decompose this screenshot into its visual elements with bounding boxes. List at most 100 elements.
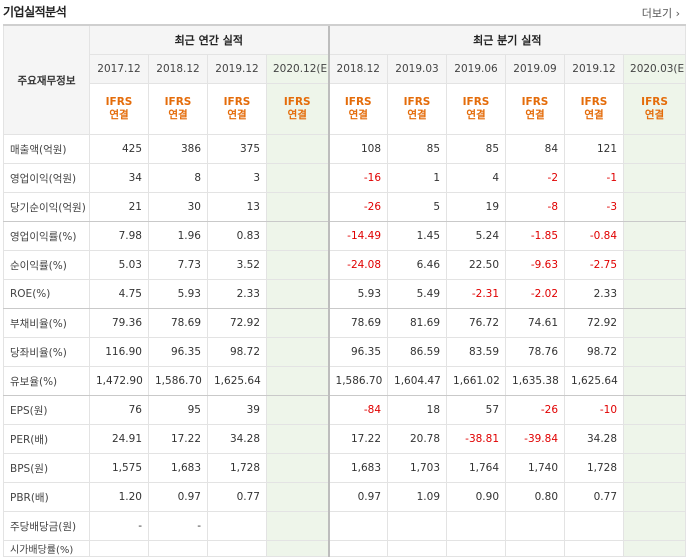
period-header: 2020.12(E) <box>265 54 330 84</box>
ifrs-label: IFRS <box>580 96 608 108</box>
annual-value-cell: 34 <box>89 163 149 193</box>
annual-value-cell: 7.98 <box>89 221 149 251</box>
annual-value-cell: 72.92 <box>207 308 267 338</box>
quarter-value-cell: -2.02 <box>505 279 566 309</box>
table-row: 당좌비율(%) 116.90 96.35 98.72 96.35 86.59 83.59 78… <box>3 337 687 367</box>
row-label: 부채비율(%) <box>3 308 90 338</box>
quarter-value-cell: 96.35 <box>327 337 389 367</box>
quarter-value-cell: 1,703 <box>387 453 448 483</box>
annual-value-cell <box>265 511 330 541</box>
annual-value-cell: 3 <box>207 163 267 193</box>
annual-value-cell <box>265 192 330 222</box>
consolidated-label: 연결 <box>584 109 604 121</box>
annual-value-cell: 8 <box>148 163 208 193</box>
row-label: 시가배당률(%) <box>3 540 90 557</box>
quarter-value-cell: -10 <box>564 395 625 425</box>
quarter-value-cell: -16 <box>327 163 389 193</box>
ifrs-basis-cell: IFRS 연결 <box>505 83 566 135</box>
annual-value-cell: 7.73 <box>148 250 208 280</box>
quarter-value-cell: 78.69 <box>327 308 389 338</box>
quarter-value-cell: 5.49 <box>387 279 448 309</box>
quarter-value-cell <box>623 511 687 541</box>
quarter-value-cell: 83.59 <box>446 337 507 367</box>
quarter-value-cell <box>623 308 687 338</box>
consolidated-label: 연결 <box>227 109 247 121</box>
annual-value-cell: 425 <box>89 134 149 164</box>
ifrs-basis-cell: IFRS 연결 <box>265 83 330 135</box>
quarter-value-cell <box>623 134 687 164</box>
annual-value-cell: 375 <box>207 134 267 164</box>
annual-value-cell: 95 <box>148 395 208 425</box>
quarter-value-cell: 1,604.47 <box>387 366 448 396</box>
quarter-value-cell <box>564 540 625 557</box>
annual-value-cell: 0.77 <box>207 482 267 512</box>
row-label: EPS(원) <box>3 395 90 425</box>
period-header: 2019.09 <box>505 54 566 84</box>
row-label: 영업이익(억원) <box>3 163 90 193</box>
annual-value-cell: 76 <box>89 395 149 425</box>
quarter-value-cell <box>623 163 687 193</box>
row-label: PBR(배) <box>3 482 90 512</box>
annual-value-cell: 78.69 <box>148 308 208 338</box>
quarter-value-cell: 0.97 <box>327 482 389 512</box>
quarter-value-cell <box>387 540 448 557</box>
ifrs-label: IFRS <box>462 96 490 108</box>
quarter-value-cell: -2.75 <box>564 250 625 280</box>
quarter-value-cell: -2 <box>505 163 566 193</box>
annual-value-cell: 0.83 <box>207 221 267 251</box>
annual-value-cell: 116.90 <box>89 337 149 367</box>
annual-value-cell <box>265 221 330 251</box>
table-row: 부채비율(%) 79.36 78.69 72.92 78.69 81.69 76.72 74.… <box>3 308 687 338</box>
quarter-value-cell: 121 <box>564 134 625 164</box>
quarter-value-cell: -39.84 <box>505 424 566 454</box>
annual-value-cell <box>148 540 208 557</box>
annual-value-cell: 96.35 <box>148 337 208 367</box>
table-row: 매출액(억원) 425 386 375 108 85 85 84 121 <box>3 134 687 164</box>
quarter-value-cell: 0.80 <box>505 482 566 512</box>
quarter-value-cell <box>327 511 389 541</box>
ifrs-label: IFRS <box>105 96 133 108</box>
table-row: PBR(배) 1.20 0.97 0.77 0.97 1.09 0.90 0.80 0.77 <box>3 482 687 512</box>
consolidated-label: 연결 <box>168 109 188 121</box>
quarter-value-cell: 20.78 <box>387 424 448 454</box>
quarter-value-cell: 78.76 <box>505 337 566 367</box>
quarter-value-cell: -26 <box>505 395 566 425</box>
quarter-value-cell: -2.31 <box>446 279 507 309</box>
period-header: 2019.12 <box>207 54 267 84</box>
period-header: 2019.06 <box>446 54 507 84</box>
annual-value-cell <box>265 134 330 164</box>
annual-value-cell: 4.75 <box>89 279 149 309</box>
more-link[interactable]: 더보기 › <box>642 5 680 21</box>
quarter-value-cell: 1.09 <box>387 482 448 512</box>
quarter-value-cell: 17.22 <box>327 424 389 454</box>
quarter-value-cell: 0.77 <box>564 482 625 512</box>
quarter-value-cell <box>387 511 448 541</box>
table-row: 영업이익(억원) 34 8 3 -16 1 4 -2 -1 <box>3 163 687 193</box>
row-label: 유보율(%) <box>3 366 90 396</box>
consolidated-label: 연결 <box>525 109 545 121</box>
row-label: 주당배당금(원) <box>3 511 90 541</box>
quarter-value-cell <box>623 395 687 425</box>
ifrs-label: IFRS <box>164 96 192 108</box>
annual-value-cell: 1,472.90 <box>89 366 149 396</box>
annual-value-cell <box>265 395 330 425</box>
row-label: 영업이익률(%) <box>3 221 90 251</box>
annual-value-cell: - <box>89 511 149 541</box>
table-row: BPS(원) 1,575 1,683 1,728 1,683 1,703 1,764 1,74… <box>3 453 687 483</box>
annual-value-cell <box>265 424 330 454</box>
quarter-value-cell: 76.72 <box>446 308 507 338</box>
table-row: ROE(%) 4.75 5.93 2.33 5.93 5.49 -2.31 -2.02 2.33 <box>3 279 687 309</box>
corner-header: 주요재무정보 <box>3 24 90 135</box>
chevron-right-icon: › <box>675 7 680 20</box>
quarter-value-cell: 1,661.02 <box>446 366 507 396</box>
period-header: 2018.12 <box>327 54 389 84</box>
quarter-value-cell: 1,683 <box>327 453 389 483</box>
quarter-value-cell: 18 <box>387 395 448 425</box>
annual-value-cell: 3.52 <box>207 250 267 280</box>
annual-value-cell: 24.91 <box>89 424 149 454</box>
table-row: PER(배) 24.91 17.22 34.28 17.22 20.78 -38.81 -39… <box>3 424 687 454</box>
quarter-value-cell: -24.08 <box>327 250 389 280</box>
quarter-value-cell: 19 <box>446 192 507 222</box>
ifrs-label: IFRS <box>283 96 311 108</box>
quarter-value-cell <box>623 192 687 222</box>
